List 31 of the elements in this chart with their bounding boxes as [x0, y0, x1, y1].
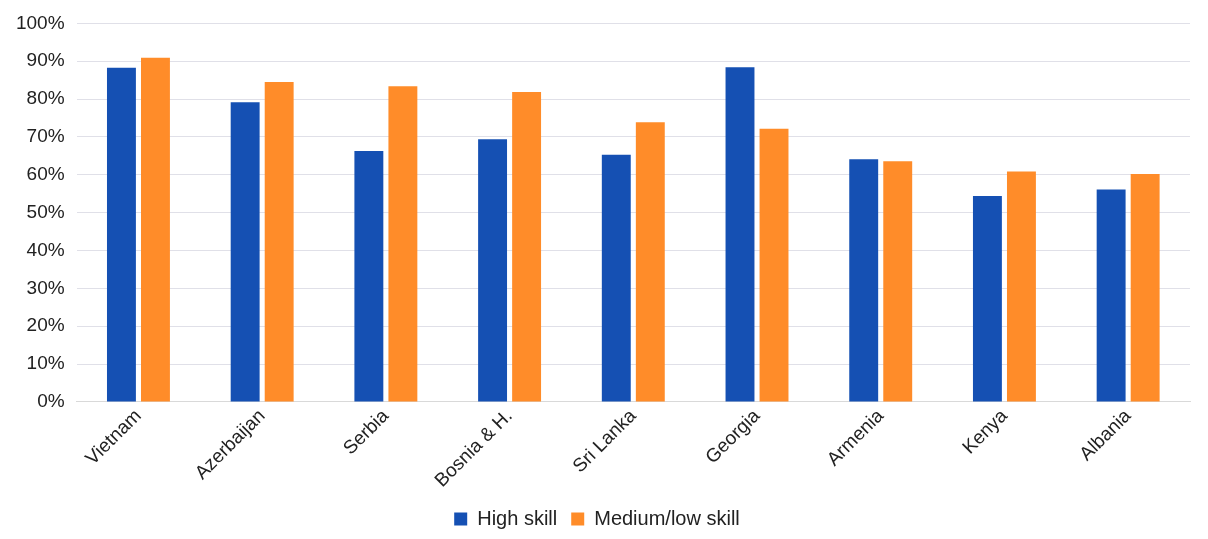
y-tick-label: 20%	[26, 314, 65, 336]
bar	[1006, 171, 1036, 402]
y-tick-label: 60%	[26, 163, 65, 185]
bar	[972, 196, 1002, 402]
legend-label: High skill	[477, 506, 558, 529]
bar	[849, 159, 879, 402]
y-tick-label: 80%	[26, 87, 65, 109]
y-tick-label: 50%	[26, 200, 65, 222]
y-tick-label: 30%	[26, 276, 65, 298]
bar	[883, 161, 913, 402]
bar	[759, 128, 789, 402]
bar	[1130, 174, 1160, 402]
bar	[478, 139, 508, 402]
y-tick-label: 0%	[37, 390, 65, 412]
bar	[388, 86, 418, 402]
legend-label: Medium/low skill	[594, 506, 740, 529]
bar	[141, 57, 170, 402]
bar	[512, 91, 542, 402]
y-tick-label: 40%	[26, 238, 65, 260]
bar	[725, 67, 755, 402]
bar	[354, 150, 384, 402]
bar	[635, 122, 665, 402]
bar	[601, 154, 631, 402]
bar	[230, 102, 260, 402]
y-tick-label: 70%	[26, 125, 65, 147]
y-tick-label: 90%	[26, 49, 65, 71]
y-tick-label: 100%	[15, 11, 65, 33]
bar	[1096, 189, 1126, 402]
y-tick-label: 10%	[26, 352, 65, 374]
bar	[106, 67, 136, 402]
bar	[264, 82, 294, 402]
